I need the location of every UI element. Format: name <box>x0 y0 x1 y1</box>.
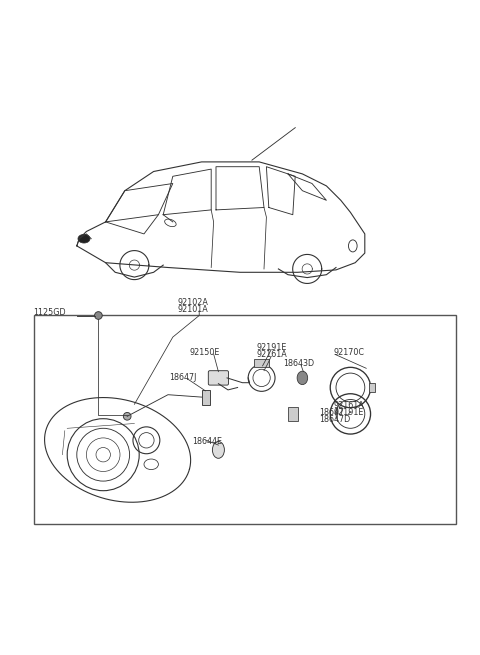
Text: 92191E: 92191E <box>334 409 364 417</box>
Text: 92101A: 92101A <box>178 305 208 314</box>
Circle shape <box>95 312 102 320</box>
Bar <box>202 390 210 405</box>
FancyBboxPatch shape <box>208 371 228 385</box>
Text: 18643D: 18643D <box>283 359 314 368</box>
Bar <box>254 359 269 367</box>
Ellipse shape <box>212 441 225 458</box>
Bar <box>369 383 375 392</box>
Text: 92161A: 92161A <box>334 401 364 410</box>
Text: 18644E: 18644E <box>192 438 222 446</box>
Circle shape <box>123 413 131 420</box>
Text: 92161A: 92161A <box>257 350 288 360</box>
Ellipse shape <box>297 371 308 384</box>
Text: 1125GD: 1125GD <box>34 308 66 316</box>
Bar <box>288 407 298 421</box>
Text: 18647J: 18647J <box>169 373 196 383</box>
Bar <box>34 316 456 524</box>
Text: 92170C: 92170C <box>334 348 365 357</box>
Text: 92191E: 92191E <box>257 343 287 352</box>
Text: 18647: 18647 <box>319 409 344 417</box>
Text: 92150E: 92150E <box>190 348 220 357</box>
Text: 18647D: 18647D <box>319 415 350 424</box>
Text: 92102A: 92102A <box>178 297 208 307</box>
Ellipse shape <box>78 234 90 243</box>
